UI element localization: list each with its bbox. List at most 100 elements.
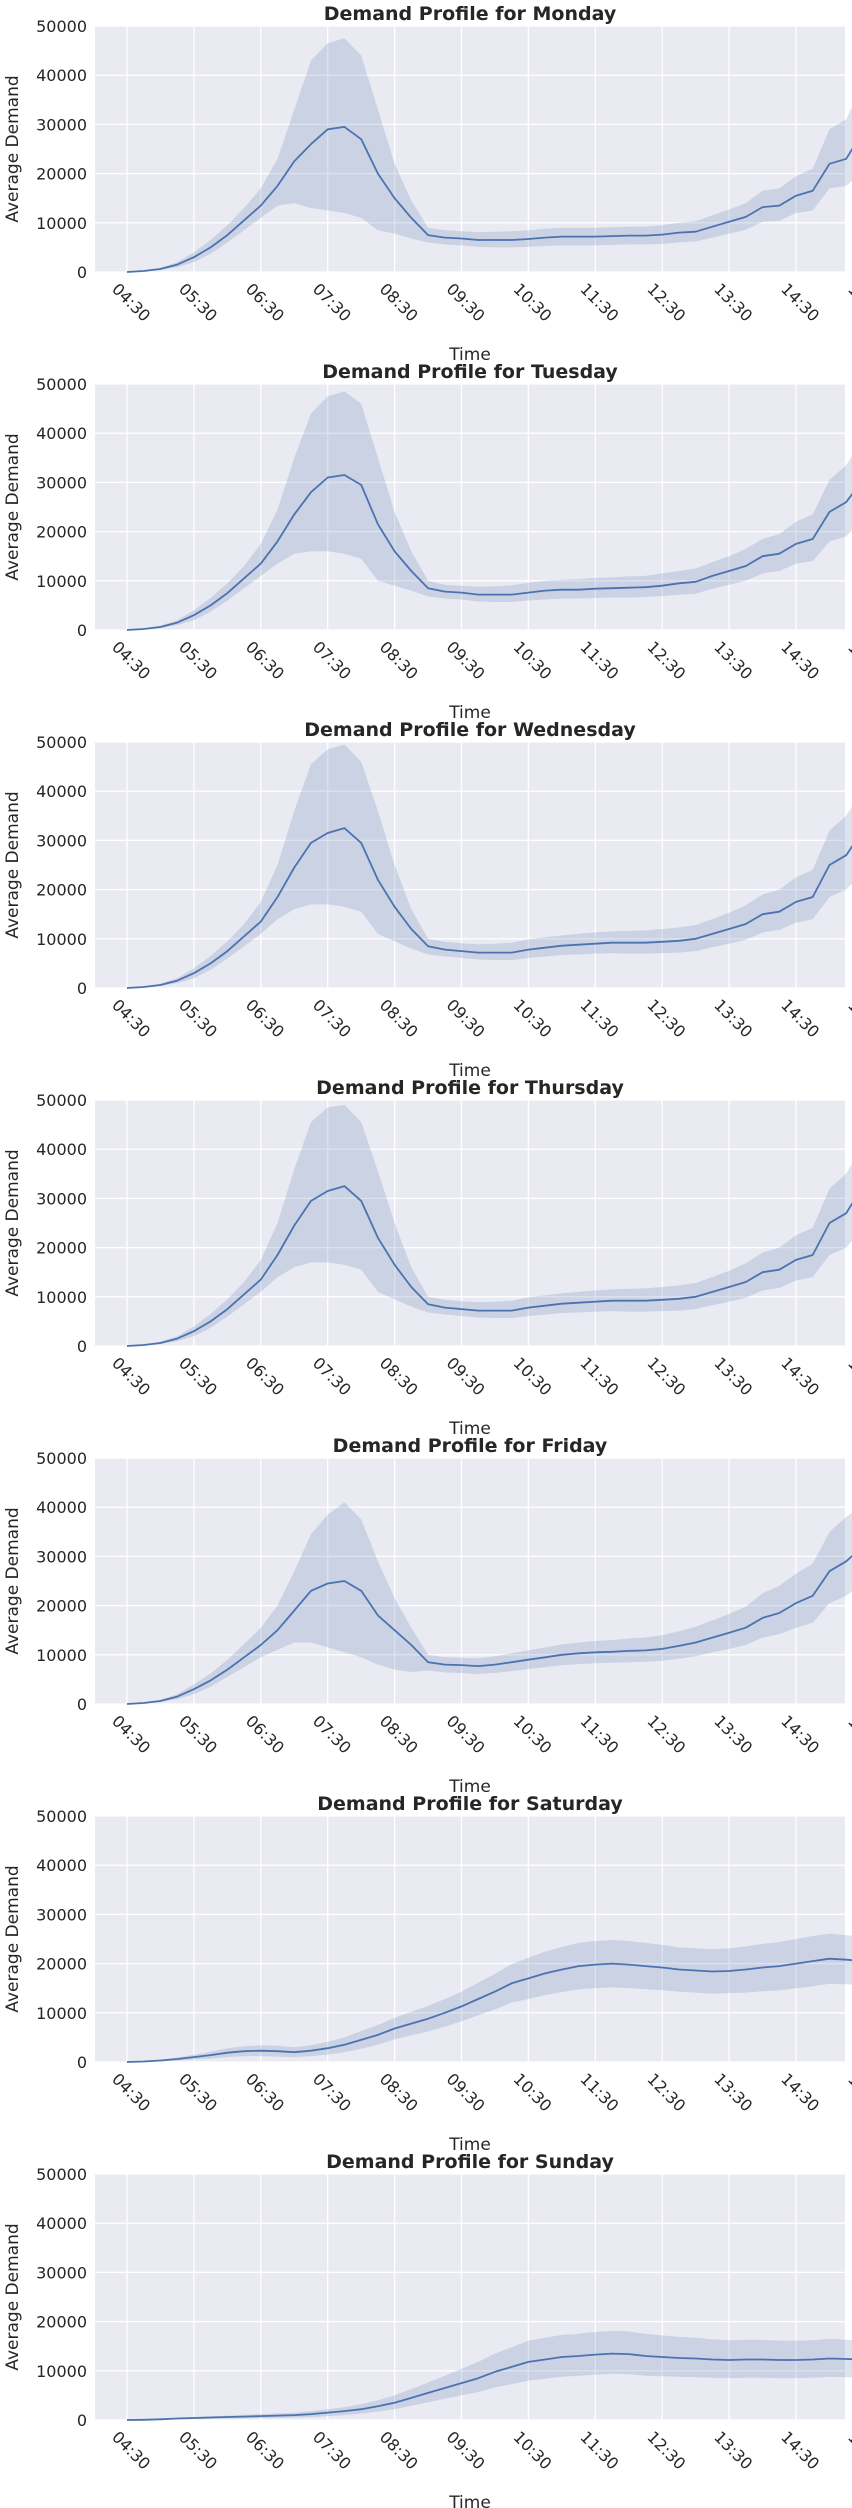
chart-title: Demand Profile for Wednesday <box>304 719 636 741</box>
series-line <box>126 2352 852 2421</box>
chart-1: 0 10000 20000 30000 40000 50000 04:30 05:30 06:3… <box>3 361 852 723</box>
confidence-band <box>127 391 852 630</box>
x-axis-label: Time <box>448 1419 491 1439</box>
series-line <box>126 474 852 631</box>
x-axis-label: Time <box>448 1777 491 1797</box>
y-tick-label: 30000 <box>36 115 87 134</box>
y-axis-label: Average Demand <box>3 1507 23 1654</box>
y-tick-label: 0 <box>77 1337 87 1356</box>
x-tick-label: 12:30 <box>643 2069 689 2115</box>
y-tick-label: 30000 <box>36 1547 87 1566</box>
x-tick-label: 14:30 <box>777 995 823 1041</box>
plot-area <box>95 1100 845 1346</box>
chart-title: Demand Profile for Tuesday <box>322 361 618 383</box>
x-tick-label: 10:30 <box>510 1353 556 1399</box>
y-tick-label: 20000 <box>36 1955 87 1974</box>
x-tick-label: 10:30 <box>510 2427 556 2473</box>
y-axis-label: Average Demand <box>3 791 23 938</box>
x-tick-label: 11:30 <box>576 995 622 1041</box>
y-tick-label: 50000 <box>36 1449 87 1468</box>
x-tick-label: 04:30 <box>108 637 154 683</box>
confidence-band <box>127 1502 852 1704</box>
x-tick-label: 06:30 <box>242 2069 288 2115</box>
y-tick-label: 0 <box>77 2053 87 2072</box>
x-axis-label: Time <box>448 2493 491 2508</box>
x-tick-label: 12:30 <box>643 637 689 683</box>
chart-6: 0 10000 20000 30000 40000 50000 04:30 05:30 06:3… <box>3 2151 852 2508</box>
plot-area <box>95 1816 845 2062</box>
confidence-band <box>127 38 852 272</box>
x-tick-label: 13:30 <box>710 1353 756 1399</box>
x-tick-label: 14:30 <box>777 1353 823 1399</box>
x-tick-label: 11:30 <box>576 2427 622 2473</box>
plot-area <box>95 1458 845 1704</box>
x-tick-label: 06:30 <box>242 2427 288 2473</box>
y-tick-label: 10000 <box>36 930 87 949</box>
x-tick-label: 09:30 <box>443 2069 489 2115</box>
x-tick-label: 11:30 <box>576 1711 622 1757</box>
x-axis-label: Time <box>448 1061 491 1081</box>
y-axis-label: Average Demand <box>3 75 23 222</box>
y-tick-label: 30000 <box>36 2263 87 2282</box>
x-tick-label: 08:30 <box>376 1711 422 1757</box>
x-tick-label: 05:30 <box>175 1711 221 1757</box>
series-line <box>126 1185 852 1347</box>
x-tick-label: 10:30 <box>510 995 556 1041</box>
chart-3: 0 10000 20000 30000 40000 50000 04:30 05:30 06:3… <box>3 1077 852 1439</box>
x-tick-label: 11:30 <box>576 1353 622 1399</box>
x-tick-label: 14:30 <box>777 1711 823 1757</box>
x-axis-label: Time <box>448 2135 491 2155</box>
confidence-band <box>127 2330 852 2420</box>
x-tick-label: 14:30 <box>777 637 823 683</box>
y-tick-label: 10000 <box>36 1288 87 1307</box>
y-tick-label: 20000 <box>36 523 87 542</box>
x-tick-label: 14:30 <box>777 279 823 325</box>
x-tick-label: 15:30 <box>844 995 852 1041</box>
x-tick-label: 09:30 <box>443 1711 489 1757</box>
x-tick-label: 08:30 <box>376 637 422 683</box>
plot-area <box>95 2174 845 2420</box>
x-tick-label: 07:30 <box>309 1353 355 1399</box>
y-tick-label: 0 <box>77 979 87 998</box>
x-tick-label: 15:30 <box>844 1711 852 1757</box>
x-tick-label: 06:30 <box>242 1711 288 1757</box>
x-tick-label: 07:30 <box>309 637 355 683</box>
y-tick-label: 30000 <box>36 1905 87 1924</box>
x-tick-label: 05:30 <box>175 2427 221 2473</box>
plot-area <box>95 26 845 272</box>
y-tick-label: 10000 <box>36 1646 87 1665</box>
y-tick-label: 20000 <box>36 2313 87 2332</box>
x-tick-label: 11:30 <box>576 637 622 683</box>
y-tick-label: 50000 <box>36 375 87 394</box>
y-axis-label: Average Demand <box>3 2223 23 2370</box>
y-tick-label: 50000 <box>36 1807 87 1826</box>
x-tick-label: 04:30 <box>108 1711 154 1757</box>
x-tick-label: 10:30 <box>510 637 556 683</box>
x-axis-label: Time <box>448 703 491 723</box>
series-line <box>126 1957 852 2063</box>
y-tick-label: 0 <box>77 263 87 282</box>
x-tick-label: 07:30 <box>309 2427 355 2473</box>
chart-2: 0 10000 20000 30000 40000 50000 04:30 05:30 06:3… <box>3 719 852 1081</box>
confidence-band <box>127 1104 852 1346</box>
y-tick-label: 0 <box>77 2411 87 2430</box>
x-tick-label: 09:30 <box>443 2427 489 2473</box>
x-tick-label: 06:30 <box>242 1353 288 1399</box>
y-tick-label: 50000 <box>36 1091 87 1110</box>
x-tick-label: 15:30 <box>844 2069 852 2115</box>
x-tick-label: 10:30 <box>510 279 556 325</box>
y-tick-label: 10000 <box>36 2004 87 2023</box>
x-tick-label: 05:30 <box>175 995 221 1041</box>
x-tick-label: 09:30 <box>443 995 489 1041</box>
x-axis-label: Time <box>448 345 491 365</box>
chart-title: Demand Profile for Monday <box>324 3 617 25</box>
chart-title: Demand Profile for Thursday <box>316 1077 624 1099</box>
y-tick-label: 10000 <box>36 214 87 233</box>
chart-title: Demand Profile for Friday <box>333 1435 608 1457</box>
chart-0: 0 10000 20000 30000 40000 50000 04:30 05:30 06:3… <box>3 3 852 365</box>
confidence-band <box>127 1933 852 2062</box>
x-tick-label: 07:30 <box>309 1711 355 1757</box>
y-tick-label: 40000 <box>36 1856 87 1875</box>
x-tick-label: 05:30 <box>175 637 221 683</box>
